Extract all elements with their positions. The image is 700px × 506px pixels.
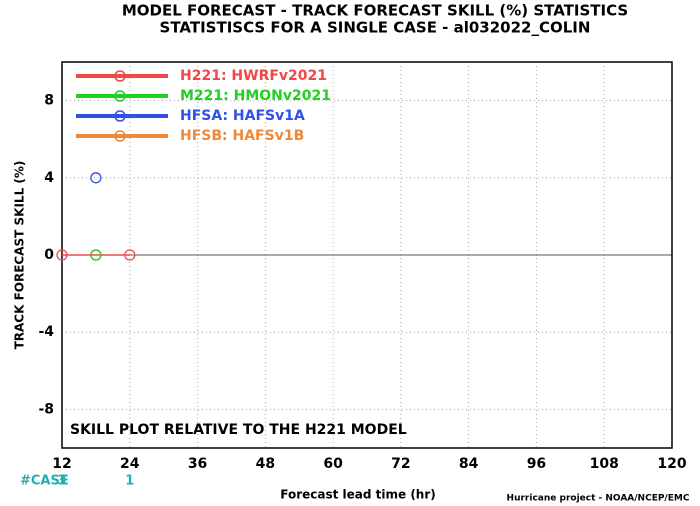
case-count: 3 xyxy=(57,474,66,489)
x-tick-label: 48 xyxy=(256,456,275,472)
data-point xyxy=(90,249,102,261)
legend-marker xyxy=(114,70,126,82)
x-tick-label: 12 xyxy=(52,456,71,472)
annotation: SKILL PLOT RELATIVE TO THE H221 MODEL xyxy=(70,422,407,438)
y-tick-label: 0 xyxy=(44,247,54,263)
x-tick-label: 60 xyxy=(323,456,343,472)
y-tick-label: 4 xyxy=(44,170,54,186)
x-tick-label: 120 xyxy=(657,456,686,472)
x-tick-label: 96 xyxy=(527,456,546,472)
x-axis-label: Forecast lead time (hr) xyxy=(280,488,436,502)
footer: Hurricane project - NOAA/NCEP/EMC xyxy=(507,494,690,504)
legend-label: HFSA: HAFSv1A xyxy=(180,108,305,124)
x-tick-label: 36 xyxy=(188,456,207,472)
case-count: 1 xyxy=(125,474,134,489)
chart-title: MODEL FORECAST - TRACK FORECAST SKILL (%… xyxy=(122,2,628,20)
legend-label: HFSB: HAFSv1B xyxy=(180,128,304,144)
x-tick-label: 108 xyxy=(590,456,619,472)
x-tick-label: 24 xyxy=(120,456,140,472)
legend-label: H221: HWRFv2021 xyxy=(180,68,327,84)
case-label: #CASE xyxy=(20,474,69,489)
x-tick-label: 84 xyxy=(459,456,479,472)
chart-subtitle: STATISTISCS FOR A SINGLE CASE - al032022… xyxy=(160,19,591,37)
data-point xyxy=(124,249,136,261)
data-point xyxy=(56,249,68,261)
y-tick-label: 8 xyxy=(44,93,54,109)
data-point xyxy=(90,172,102,184)
y-tick-label: -8 xyxy=(38,401,54,417)
legend-marker xyxy=(114,90,126,102)
legend-marker xyxy=(114,130,126,142)
legend-marker xyxy=(114,110,126,122)
x-tick-label: 72 xyxy=(391,456,410,472)
legend-label: M221: HMONv2021 xyxy=(180,88,331,104)
y-tick-label: -4 xyxy=(38,324,54,340)
y-axis-label: TRACK FORECAST SKILL (%) xyxy=(13,161,27,350)
